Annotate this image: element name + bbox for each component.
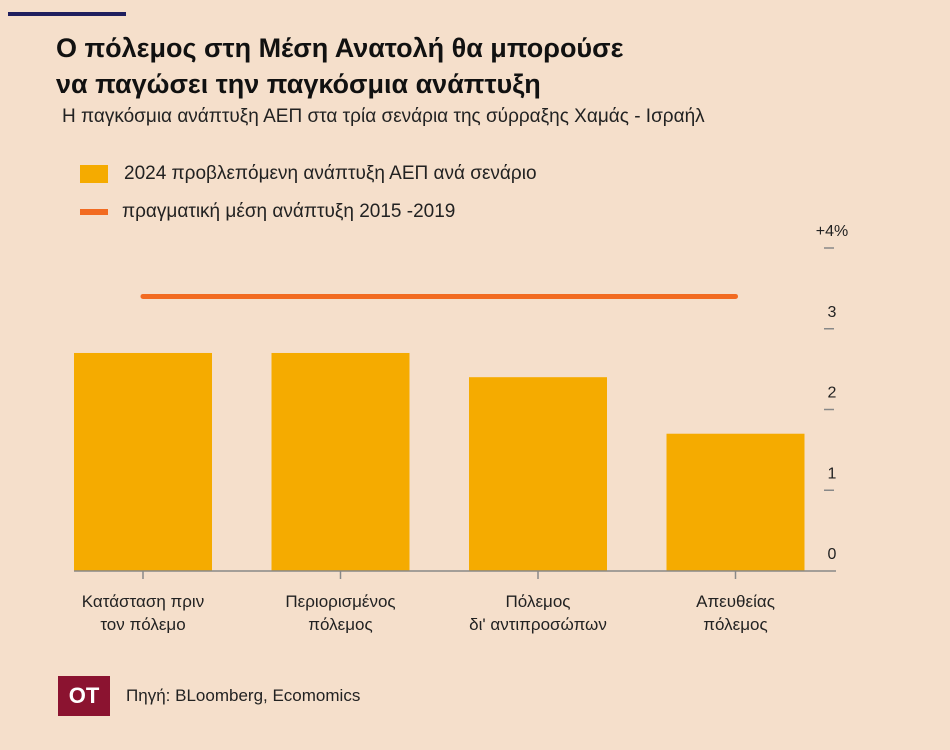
title-line-1: Ο πόλεμος στη Μέση Ανατολή θα μπορούσε (56, 33, 624, 63)
title-line-2: να παγώσει την παγκόσμια ανάπτυξη (56, 69, 541, 99)
bar-2 (271, 352, 410, 571)
chart-subtitle: Η παγκόσμια ανάπτυξη ΑΕΠ στα τρία σενάρι… (62, 106, 705, 127)
legend-swatch-bar (80, 165, 108, 183)
legend-label-bars: 2024 προβλεπόμενη ανάπτυξη ΑΕΠ ανά σενάρ… (124, 163, 537, 184)
bar-4 (666, 433, 805, 571)
ot-logo: OT (58, 676, 110, 716)
bar-3 (469, 377, 607, 571)
y-tick-label-4: +4% (816, 223, 848, 240)
x-tick-label-2: Περιορισμένος πόλεμος (285, 592, 395, 634)
legend-item-bars: 2024 προβλεπόμενη ανάπτυξη ΑΕΠ ανά σενάρ… (80, 158, 537, 190)
y-tick-label-1: 1 (828, 465, 837, 482)
chart-legend: 2024 προβλεπόμενη ανάπτυξη ΑΕΠ ανά σενάρ… (80, 158, 537, 234)
y-tick-label-0: 0 (828, 546, 837, 563)
page-title: Ο πόλεμος στη Μέση Ανατολή θα μπορούσε ν… (56, 30, 856, 102)
source-note: Πηγή: BLoomberg, Ecomomics (126, 686, 361, 705)
x-tick-label-1: Κατάσταση πριν τον πόλεμο (82, 592, 204, 634)
x-tick-label-3: Πόλεμος δι' αντιπροσώπων (469, 592, 607, 634)
legend-swatch-line (80, 209, 108, 215)
y-tick-label-2: 2 (828, 385, 837, 402)
top-accent-rule (8, 12, 126, 16)
legend-item-line: πραγματική μέση ανάπτυξη 2015 -2019 (80, 196, 537, 228)
footer: OT Πηγή: BLoomberg, Ecomomics (58, 676, 360, 716)
bar-1 (74, 352, 212, 571)
y-tick-label-3: 3 (828, 304, 837, 321)
legend-label-line: πραγματική μέση ανάπτυξη 2015 -2019 (122, 201, 456, 222)
x-tick-label-4: Απευθείας πόλεμος (696, 592, 775, 634)
